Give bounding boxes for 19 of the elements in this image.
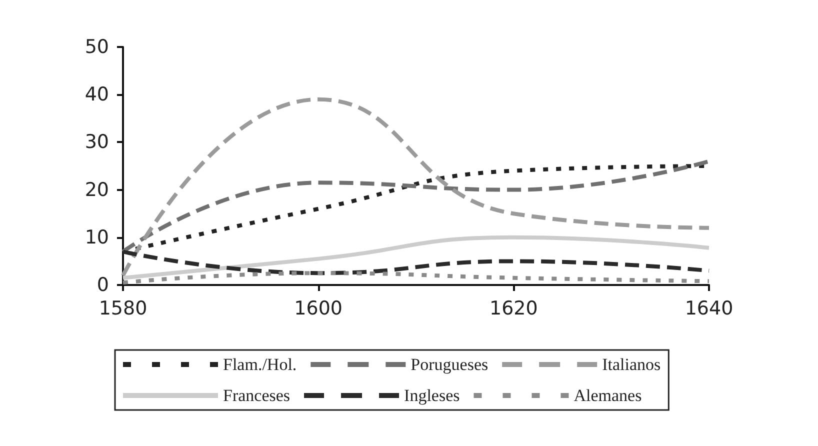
y-tick-label: 50 — [84, 36, 109, 58]
line-series — [121, 97, 711, 278]
legend-label: Alemanes — [574, 386, 642, 405]
y-tick-label: 10 — [84, 226, 109, 248]
legend-label: Flam./Hol. — [223, 355, 297, 374]
y-tick-label: 20 — [84, 178, 109, 201]
y-tick-label: 40 — [84, 84, 109, 106]
x-tick-label: 1620 — [489, 298, 538, 320]
legend-label: Franceses — [223, 386, 290, 405]
legend-label: Italianos — [602, 355, 661, 374]
legend-label: Porugueses — [410, 355, 488, 374]
y-tick-label: 0 — [96, 274, 109, 296]
x-tick-label: 1580 — [98, 298, 148, 320]
y-tick-label: 30 — [84, 131, 109, 154]
legend-label: Ingleses — [404, 386, 460, 405]
line-series — [121, 250, 711, 276]
x-tick-label: 1600 — [294, 298, 343, 320]
line-series — [121, 235, 711, 280]
x-tick-label: 1640 — [684, 298, 734, 320]
